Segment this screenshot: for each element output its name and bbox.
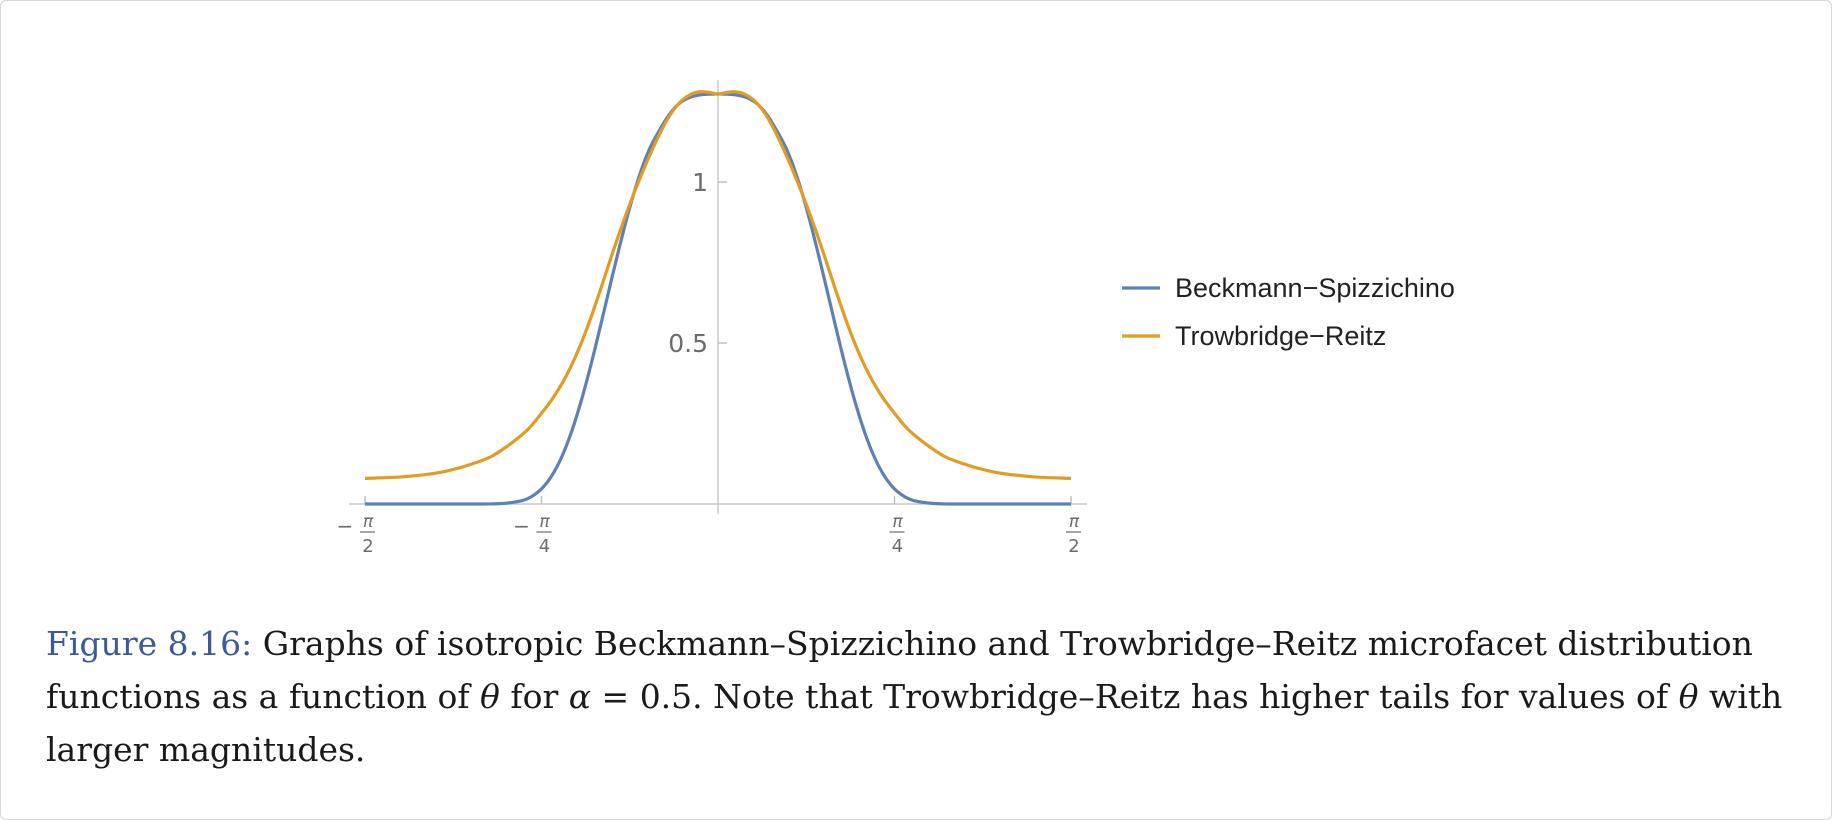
x-tick-numerator: π (1069, 512, 1080, 532)
caption-theta-2: θ (1678, 677, 1699, 716)
y-tick-label: 1 (692, 168, 708, 197)
x-tick-numerator: π (539, 512, 550, 532)
legend-label: Beckmann−Spizzichino (1175, 273, 1455, 303)
x-tick-denominator: 2 (362, 536, 373, 557)
chart-series (364, 90, 1072, 506)
series-line-trowbridge-reitz (364, 90, 1072, 480)
x-tick-denominator: 4 (539, 536, 550, 557)
caption-alpha: α (568, 677, 592, 716)
x-tick-denominator: 2 (1068, 536, 1079, 557)
caption-alpha-value: 0.5 (639, 677, 693, 716)
x-tick-sign: − (513, 514, 530, 538)
caption-text-2: for (499, 677, 569, 716)
x-tick-denominator: 4 (892, 536, 903, 557)
caption-text-4: with larger magnitudes. (46, 677, 1783, 769)
legend-label: Trowbridge−Reitz (1175, 321, 1386, 351)
chart-legend: Beckmann−Spizzichino Trowbridge−Reitz (1122, 273, 1455, 351)
caption-text-3: . Note that Trowbridge–Reitz has higher … (692, 677, 1679, 716)
figure-caption: Figure 8.16: Graphs of isotropic Beckman… (46, 617, 1786, 776)
x-tick-numerator: π (363, 512, 374, 532)
figure-label: Figure 8.16: (46, 624, 253, 663)
chart-axes (349, 80, 1087, 514)
caption-theta-1: θ (480, 677, 500, 716)
caption-equals: = (591, 677, 640, 716)
x-tick-sign: − (337, 514, 354, 538)
caption-text-1: Graphs of isotropic Beckmann–Spizzichino… (46, 624, 1753, 716)
y-tick-label: 0.5 (668, 329, 708, 358)
x-tick-numerator: π (892, 512, 903, 532)
